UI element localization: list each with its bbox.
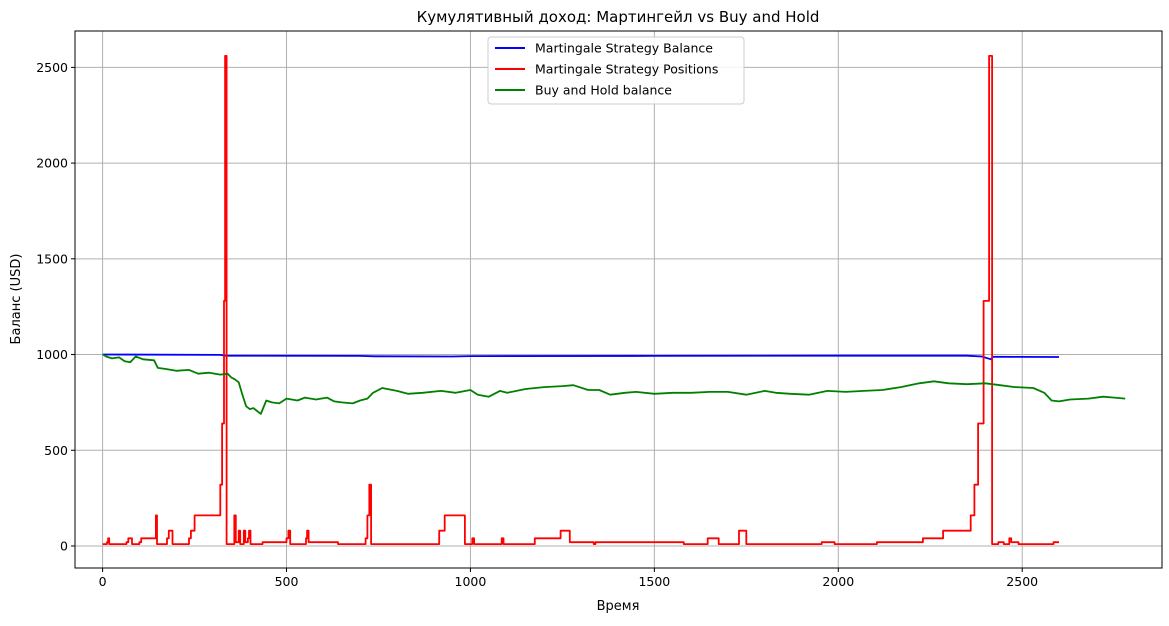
legend-label: Buy and Hold balance [535,83,672,98]
x-tick-label: 2500 [1006,574,1038,589]
series-line-2 [102,55,1059,545]
y-tick-label: 0 [60,538,68,553]
y-tick-label: 1000 [36,347,68,362]
y-tick-label: 500 [44,443,68,458]
x-tick-label: 0 [99,574,107,589]
y-tick-label: 1500 [36,251,68,266]
chart-title: Кумулятивный доход: Мартингейл vs Buy an… [417,8,820,26]
series-line-3 [102,353,1126,415]
series-group [102,55,1126,545]
legend-label: Martingale Strategy Balance [535,41,713,56]
axis-ticks: 0 500 1000 1500 2000 2500 0 500 1000 1500 2000 2500 [36,60,1038,589]
x-tick-label: 2000 [822,574,854,589]
plot-frame [74,30,1163,569]
y-tick-label: 2500 [36,60,68,75]
legend: Martingale Strategy Balance Martingale St… [487,36,745,105]
grid [75,31,1162,568]
legend-label: Martingale Strategy Positions [535,62,718,77]
series-line-1 [102,353,1060,361]
x-axis-label: Время [597,599,640,614]
x-tick-label: 1500 [638,574,670,589]
y-axis-label: Баланс (USD) [9,254,24,345]
legend-box [487,36,745,105]
y-tick-label: 2000 [36,156,68,171]
x-tick-label: 1000 [455,574,487,589]
x-tick-label: 500 [275,574,299,589]
